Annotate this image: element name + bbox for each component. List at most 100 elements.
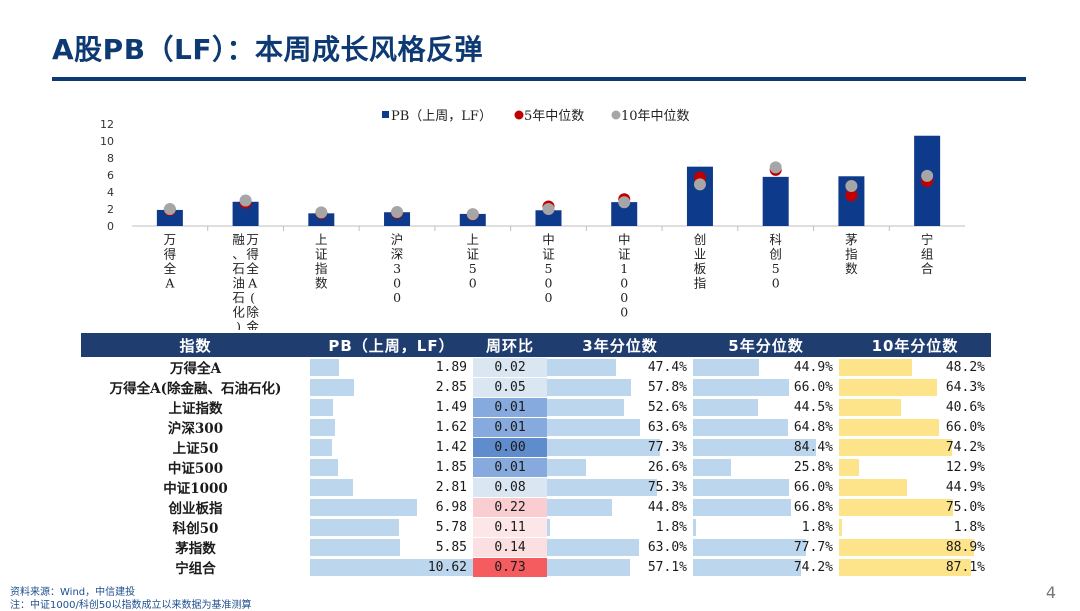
pb-value: 1.62 [435,419,467,435]
row-p5: 66.8% [693,497,839,517]
row-p10: 74.2% [839,437,991,457]
wow-value: 0.08 [494,479,526,495]
legend-swatch [611,110,621,120]
x-category-label-char: 5 [469,261,477,276]
median10-dot [239,194,252,207]
x-category-label-char: 指 [315,261,328,276]
footnote: 注：中证1000/科创50以指数成立以来数据为基准测算 [10,600,252,611]
x-category-label-char: 全 [164,261,177,276]
p5-value: 44.9% [793,359,833,375]
x-category-label-char: 3 [393,261,401,276]
median10-dot [921,169,934,182]
row-wow: 0.22 [473,497,547,517]
p3-value: 57.8% [647,379,687,395]
row-pb: 5.78 [310,517,473,537]
p10-value: 75.0% [945,499,985,515]
x-category-label-char: 科 [769,232,782,247]
row-name: 创业板指 [168,501,223,517]
x-category-label-char: A [164,276,175,291]
row-name: 茅指数 [175,541,216,557]
x-category-label-char: 指 [845,247,858,262]
p5-cell-bar [693,378,790,396]
row-p3: 44.8% [547,497,693,517]
row-name: 宁组合 [175,561,216,577]
y-tick-label: 0 [107,220,114,233]
median10-dot [163,203,176,215]
row-wow: 0.73 [473,557,547,577]
pb-value: 10.62 [427,559,467,575]
table-row: 中证500 1.85 0.01 26.6% 25.8% 12.9% [81,457,991,477]
pb-cell-bar [310,518,399,536]
pb-value: 5.78 [435,519,467,535]
p5-cell-bar [693,398,758,416]
row-p3: 47.4% [547,357,693,377]
row-name: 万得全A(除金融、石油石化) [109,381,282,397]
p5-value: 1.8% [801,519,833,535]
median10-dot [466,208,479,221]
row-pb: 5.85 [310,537,473,557]
wow-fill: 0.02 [473,357,547,377]
legend-label: 10年中位数 [621,109,690,124]
p10-value: 48.2% [945,359,985,375]
x-category-label-char: 茅 [845,232,858,247]
p3-value: 52.6% [647,399,687,415]
median10-dot [693,178,706,191]
x-category-label-char: 证 [315,247,328,262]
row-p5: 1.8% [693,517,839,537]
row-pb: 1.42 [310,437,473,457]
table-row: 上证指数 1.49 0.01 52.6% 44.5% 40.6% [81,397,991,417]
wow-value: 0.01 [494,399,526,415]
pb-cell-bar [310,458,339,476]
pb-bar [535,210,562,226]
header-pct5: 5年分位数 [693,333,839,357]
row-p10: 64.3% [839,377,991,397]
row-p10: 75.0% [839,497,991,517]
x-category-label-char: 宁 [921,232,934,247]
pb-bar [384,212,411,226]
p10-cell-bar [839,478,908,496]
p10-value: 88.9% [945,539,985,555]
wow-fill: 0.73 [473,557,547,577]
x-category-label-char: 5 [772,261,780,276]
pb-bar [156,209,183,226]
y-tick-label: 8 [107,152,114,165]
row-pb: 2.85 [310,377,473,397]
page-title: A股PB（LF）：本周成长风格反弹 [52,33,484,66]
row-p3: 52.6% [547,397,693,417]
p3-value: 63.0% [647,539,687,555]
row-wow: 0.01 [473,397,547,417]
median10-dot [542,203,555,215]
pb-value: 1.85 [435,459,467,475]
x-category-label-char: 组 [921,247,934,262]
p5-cell-bar [693,478,790,496]
table-row: 沪深300 1.62 0.01 63.6% 64.8% 66.0% [81,417,991,437]
row-p5: 64.8% [693,417,839,437]
p3-cell-bar [547,478,657,496]
pb-value: 2.85 [435,379,467,395]
pb-cell-bar [310,378,354,396]
wow-fill: 0.14 [473,537,547,557]
x-category-label-char: 得 [164,247,177,262]
row-p10: 66.0% [839,417,991,437]
row-wow: 0.11 [473,517,547,537]
p10-cell-bar [839,518,842,536]
pb-cell-bar [310,398,333,416]
row-name: 上证指数 [168,401,223,417]
wow-fill: 0.05 [473,377,547,397]
row-wow: 0.00 [473,437,547,457]
row-p5: 84.4% [693,437,839,457]
table-header-row: 指数 PB（上周，LF） 周环比 3年分位数 5年分位数 10年分位数 [81,333,991,357]
wow-fill: 0.08 [473,477,547,497]
x-category-label-char: 证 [542,247,555,262]
row-wow: 0.05 [473,377,547,397]
row-p10: 40.6% [839,397,991,417]
median5-dot [845,189,858,202]
wow-value: 0.73 [494,559,526,575]
pb-cell-bar [310,498,418,516]
p5-cell-bar [693,558,802,576]
p5-value: 25.8% [793,459,833,475]
p10-cell-bar [839,418,940,436]
p10-value: 74.2% [945,439,985,455]
wow-fill: 0.00 [473,437,547,457]
p5-cell-bar [693,418,788,436]
